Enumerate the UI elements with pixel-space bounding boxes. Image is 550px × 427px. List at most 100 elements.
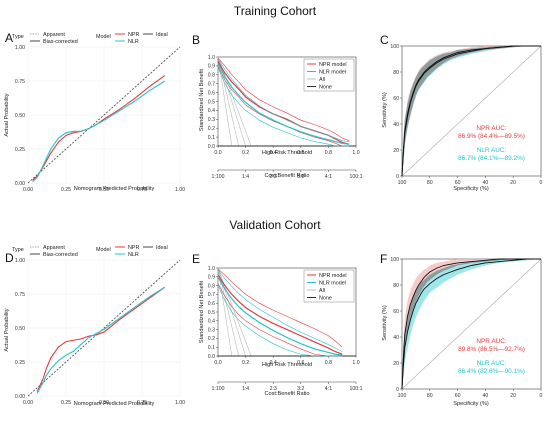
x-tick-label: 0.8	[325, 150, 332, 156]
y-tick-label: 0.1	[208, 345, 215, 351]
cost-benefit-label: Cost:Benefit Ratio	[264, 391, 309, 397]
y-tick-label: 0.8	[208, 283, 215, 289]
npr-auc-label: NPR AUC:	[476, 125, 506, 132]
y-tick-label: 0.7	[208, 82, 215, 88]
legend-npr: NPR	[128, 32, 139, 38]
legend-model-title: Model	[96, 247, 111, 253]
legend-npr: NPR	[128, 245, 139, 251]
legend-apparent: Apparent	[43, 245, 65, 251]
x-tick-label: 40	[483, 393, 489, 399]
y-tick-label: 0.3	[208, 117, 215, 123]
legend-type-title: Type	[12, 34, 24, 40]
panel-a: A 0.00 0.25 0.50 0.75 1.00 0.00 0.25 0.50 0.75 1.0…	[4, 31, 185, 193]
validation-cohort-title: Validation Cohort	[229, 218, 321, 232]
npr-auc-value: 86.9% (84.4%—89.5%)	[458, 133, 525, 140]
y-tick-label: 0.9	[208, 275, 215, 281]
y-tick-label: 100	[390, 44, 399, 50]
x-tick-label: 20	[510, 180, 516, 186]
x-tick-label: 0	[540, 180, 543, 186]
nlr-auc-value: 86.7% (84.1%—89.2%)	[458, 155, 525, 162]
legend-label: NLR model	[319, 70, 346, 76]
x-tick-label: 0.8	[325, 360, 332, 366]
y-axis-label: Actual Probability	[4, 308, 10, 351]
cost-benefit-tick-label: 1:4	[242, 174, 249, 180]
npr-auc-label: NPR AUC:	[476, 338, 506, 345]
x-tick-label: 20	[510, 393, 516, 399]
legend-nlr: NLR	[128, 39, 139, 45]
panel-b: B0.00.10.20.30.40.50.60.70.80.91.00.0 0.2…	[192, 33, 363, 180]
y-tick-label: 0.00	[15, 394, 25, 400]
cost-benefit-tick-label: 1:100	[212, 386, 225, 392]
x-axis-label: High Risk Threshold	[262, 362, 312, 368]
legend-type-title: Type	[12, 247, 24, 253]
calibration-legend: Type ApparentBias-corrected Model NPRNLR Ide…	[12, 245, 168, 258]
y-axis-label: Sensitivity (%)	[382, 92, 388, 128]
y-axis-label: Standardized Net Benefit	[199, 280, 205, 343]
y-tick-label: 0.50	[15, 113, 25, 119]
cost-benefit-label: Cost:Benefit Ratio	[264, 173, 309, 179]
y-tick-label: 0.8	[208, 73, 215, 79]
cost-benefit-tick-label: 4:1	[325, 174, 332, 180]
y-tick-label: 60	[393, 309, 399, 315]
nlr-auc-value: 86.4% (82.6%—90.1%)	[458, 368, 525, 375]
x-tick-label: 80	[427, 393, 433, 399]
x-tick-label: 1.0	[352, 150, 359, 156]
y-tick-label: 100	[390, 257, 399, 263]
y-tick-label: 20	[393, 361, 399, 367]
y-tick-label: 20	[393, 148, 399, 154]
y-tick-label: 0.75	[15, 79, 25, 85]
legend-apparent: Apparent	[43, 32, 65, 38]
training-cohort-title: Training Cohort	[234, 4, 317, 18]
nlr-auc-label: NLR AUC:	[477, 147, 507, 154]
x-tick-label: 0.0	[214, 150, 221, 156]
y-tick-label: 1.0	[208, 55, 215, 61]
calibration-line-nlr	[37, 287, 165, 393]
y-tick-label: 0.4	[208, 319, 215, 325]
y-tick-label: 0.25	[15, 360, 25, 366]
panel-d: D0.00 0.25 0.50 0.75 1.000.000.250.500.751.0…	[4, 245, 185, 407]
y-tick-label: 0.4	[208, 108, 215, 114]
dca-legend: NPR model NLR modelAll None	[304, 59, 354, 91]
legend-bias-corrected: Bias-corrected	[43, 39, 78, 45]
x-tick-label: 60	[455, 393, 461, 399]
panel-letter-f: F	[380, 252, 387, 266]
nlr-auc-label: NLR AUC:	[477, 360, 507, 367]
x-axis-label: High Risk Threshold	[262, 150, 312, 156]
y-tick-label: 40	[393, 335, 399, 341]
y-tick-label: 0.0	[208, 354, 215, 360]
y-tick-label: 0.3	[208, 327, 215, 333]
x-tick-label: 1.00	[175, 187, 185, 193]
x-tick-label: 0.25	[61, 400, 71, 406]
y-tick-label: 0.00	[15, 181, 25, 187]
y-tick-label: 40	[393, 122, 399, 128]
cost-benefit-tick-label: 1:4	[242, 386, 249, 392]
legend-nlr: NLR	[128, 252, 139, 258]
cost-benefit-tick-label: 100:1	[350, 386, 363, 392]
y-tick-label: 0.7	[208, 292, 215, 298]
calibration-line-nlr	[33, 81, 165, 182]
x-tick-label: 100	[398, 180, 407, 186]
y-axis-label: Standardized Net Benefit	[199, 68, 205, 131]
y-tick-label: 0.1	[208, 135, 215, 141]
x-tick-label: 0.25	[61, 187, 71, 193]
calibration-line-npr	[33, 76, 165, 181]
calibration-line-npr	[37, 287, 165, 392]
legend-label: All	[319, 288, 325, 294]
y-tick-label: 1.00	[15, 45, 25, 51]
x-tick-label: 80	[427, 180, 433, 186]
x-axis-label: Specificity (%)	[453, 401, 489, 407]
x-tick-label: 1.0	[352, 360, 359, 366]
legend-bias-corrected: Bias-corrected	[43, 252, 78, 258]
panel-f: F020406080100100 80 60 40 20 0Specificity (%)…	[380, 252, 543, 407]
panel-letter-b: B	[192, 33, 200, 47]
x-tick-label: 100	[398, 393, 407, 399]
y-axis-label: Sensitivity (%)	[382, 305, 388, 341]
x-tick-label: 0.0	[214, 360, 221, 366]
x-axis-label: Specificity (%)	[453, 186, 489, 192]
y-tick-label: 0.9	[208, 64, 215, 70]
y-tick-label: 0	[396, 387, 399, 393]
y-tick-label: 0.50	[15, 326, 25, 332]
legend-label: None	[319, 85, 332, 91]
y-tick-label: 0.75	[15, 292, 25, 298]
